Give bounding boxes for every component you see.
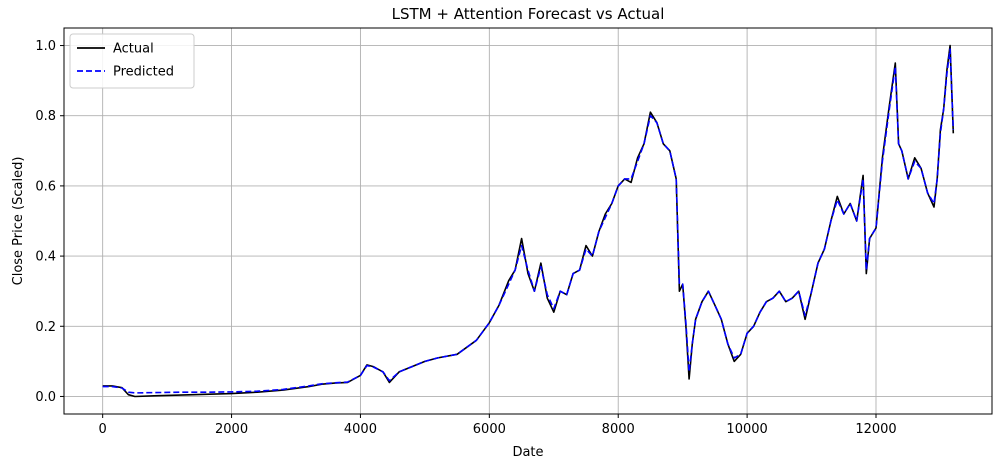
chart-title: LSTM + Attention Forecast vs Actual: [392, 5, 665, 23]
y-axis: 0.0 0.2 0.4 0.6 0.8 1.0: [35, 39, 64, 405]
x-tick-label: 4000: [344, 422, 377, 437]
y-axis-label: Close Price (Scaled): [11, 157, 26, 286]
legend-label-actual: Actual: [113, 42, 154, 57]
y-tick-label: 0.8: [35, 109, 56, 124]
x-tick-label: 0: [99, 422, 107, 437]
plot-frame: [63, 27, 993, 415]
y-tick-label: 0.2: [35, 320, 56, 335]
x-tick-label: 10000: [726, 422, 767, 437]
x-tick-label: 6000: [473, 422, 506, 437]
x-axis: 0 2000 4000 6000 8000 10000 12000: [99, 414, 897, 437]
y-tick-label: 0.4: [35, 250, 56, 265]
y-tick-label: 0.0: [35, 390, 56, 405]
x-tick-label: 8000: [602, 422, 635, 437]
x-tick-label: 2000: [215, 422, 248, 437]
legend: Actual Predicted: [69, 33, 195, 89]
grid: [64, 28, 992, 414]
y-tick-label: 0.6: [35, 179, 56, 194]
series-line-predicted: [102, 48, 955, 394]
x-axis-label: Date: [512, 445, 543, 460]
x-tick-label: 12000: [855, 422, 896, 437]
legend-label-predicted: Predicted: [113, 65, 174, 80]
series-group: [102, 44, 955, 398]
y-tick-label: 1.0: [35, 39, 56, 54]
series-line-actual: [102, 44, 955, 398]
